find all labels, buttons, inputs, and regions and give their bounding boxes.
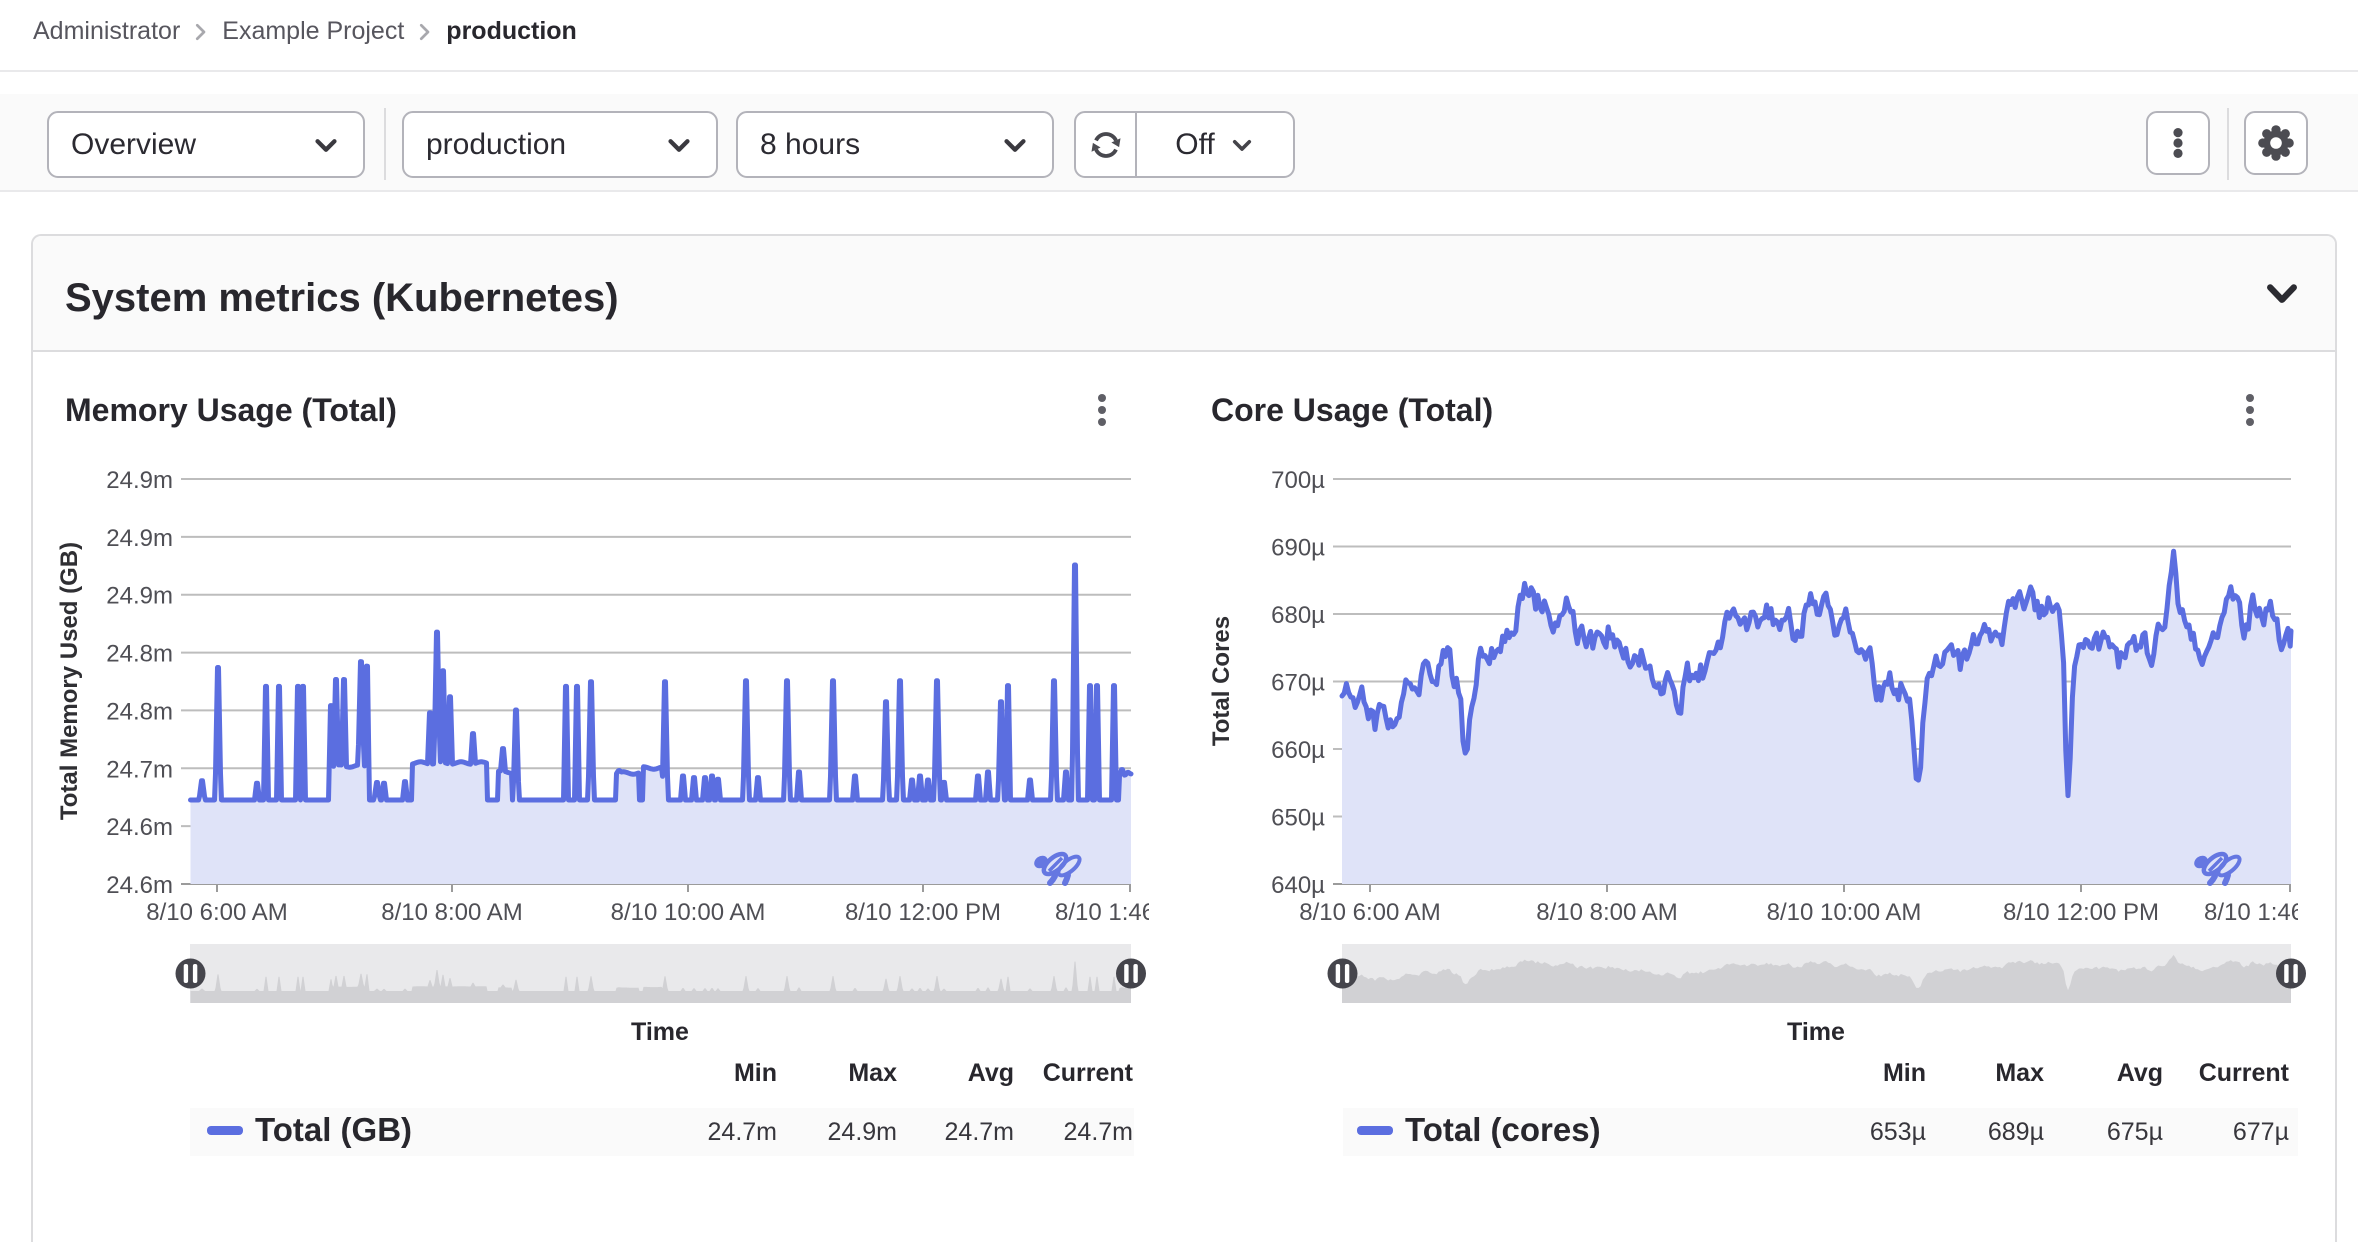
- svg-text:8/10 12:00 PM: 8/10 12:00 PM: [2003, 899, 2159, 926]
- svg-text:Total Cores: Total Cores: [1208, 616, 1235, 746]
- svg-text:24.9m: 24.9m: [106, 467, 173, 494]
- svg-text:24.8m: 24.8m: [106, 698, 173, 725]
- svg-text:8/10 8:00 AM: 8/10 8:00 AM: [381, 899, 522, 926]
- svg-text:8/10 1:46: 8/10 1:46: [1055, 899, 1150, 926]
- svg-text:650µ: 650µ: [1271, 805, 1325, 832]
- svg-text:8/10 1:46: 8/10 1:46: [2204, 899, 2304, 926]
- svg-text:680µ: 680µ: [1271, 602, 1325, 629]
- svg-text:24.8m: 24.8m: [106, 641, 173, 668]
- svg-text:Time: Time: [1787, 1018, 1845, 1046]
- svg-text:700µ: 700µ: [1271, 467, 1325, 494]
- svg-text:8/10 8:00 AM: 8/10 8:00 AM: [1536, 899, 1677, 926]
- svg-text:690µ: 690µ: [1271, 535, 1325, 562]
- svg-text:8/10 12:00 PM: 8/10 12:00 PM: [845, 899, 1001, 926]
- svg-text:24.7m: 24.7m: [106, 756, 173, 783]
- svg-text:Time: Time: [631, 1018, 689, 1046]
- svg-text:660µ: 660µ: [1271, 737, 1325, 764]
- svg-text:8/10 10:00 AM: 8/10 10:00 AM: [611, 899, 766, 926]
- svg-text:Total Memory Used (GB): Total Memory Used (GB): [56, 542, 83, 820]
- svg-text:640µ: 640µ: [1271, 872, 1325, 899]
- svg-text:24.9m: 24.9m: [106, 583, 173, 610]
- svg-text:8/10 6:00 AM: 8/10 6:00 AM: [1299, 899, 1440, 926]
- svg-text:8/10 10:00 AM: 8/10 10:00 AM: [1767, 899, 1922, 926]
- svg-text:670µ: 670µ: [1271, 670, 1325, 697]
- svg-text:24.6m: 24.6m: [106, 814, 173, 841]
- svg-text:24.6m: 24.6m: [106, 872, 173, 899]
- svg-text:24.9m: 24.9m: [106, 525, 173, 552]
- svg-text:8/10 6:00 AM: 8/10 6:00 AM: [146, 899, 287, 926]
